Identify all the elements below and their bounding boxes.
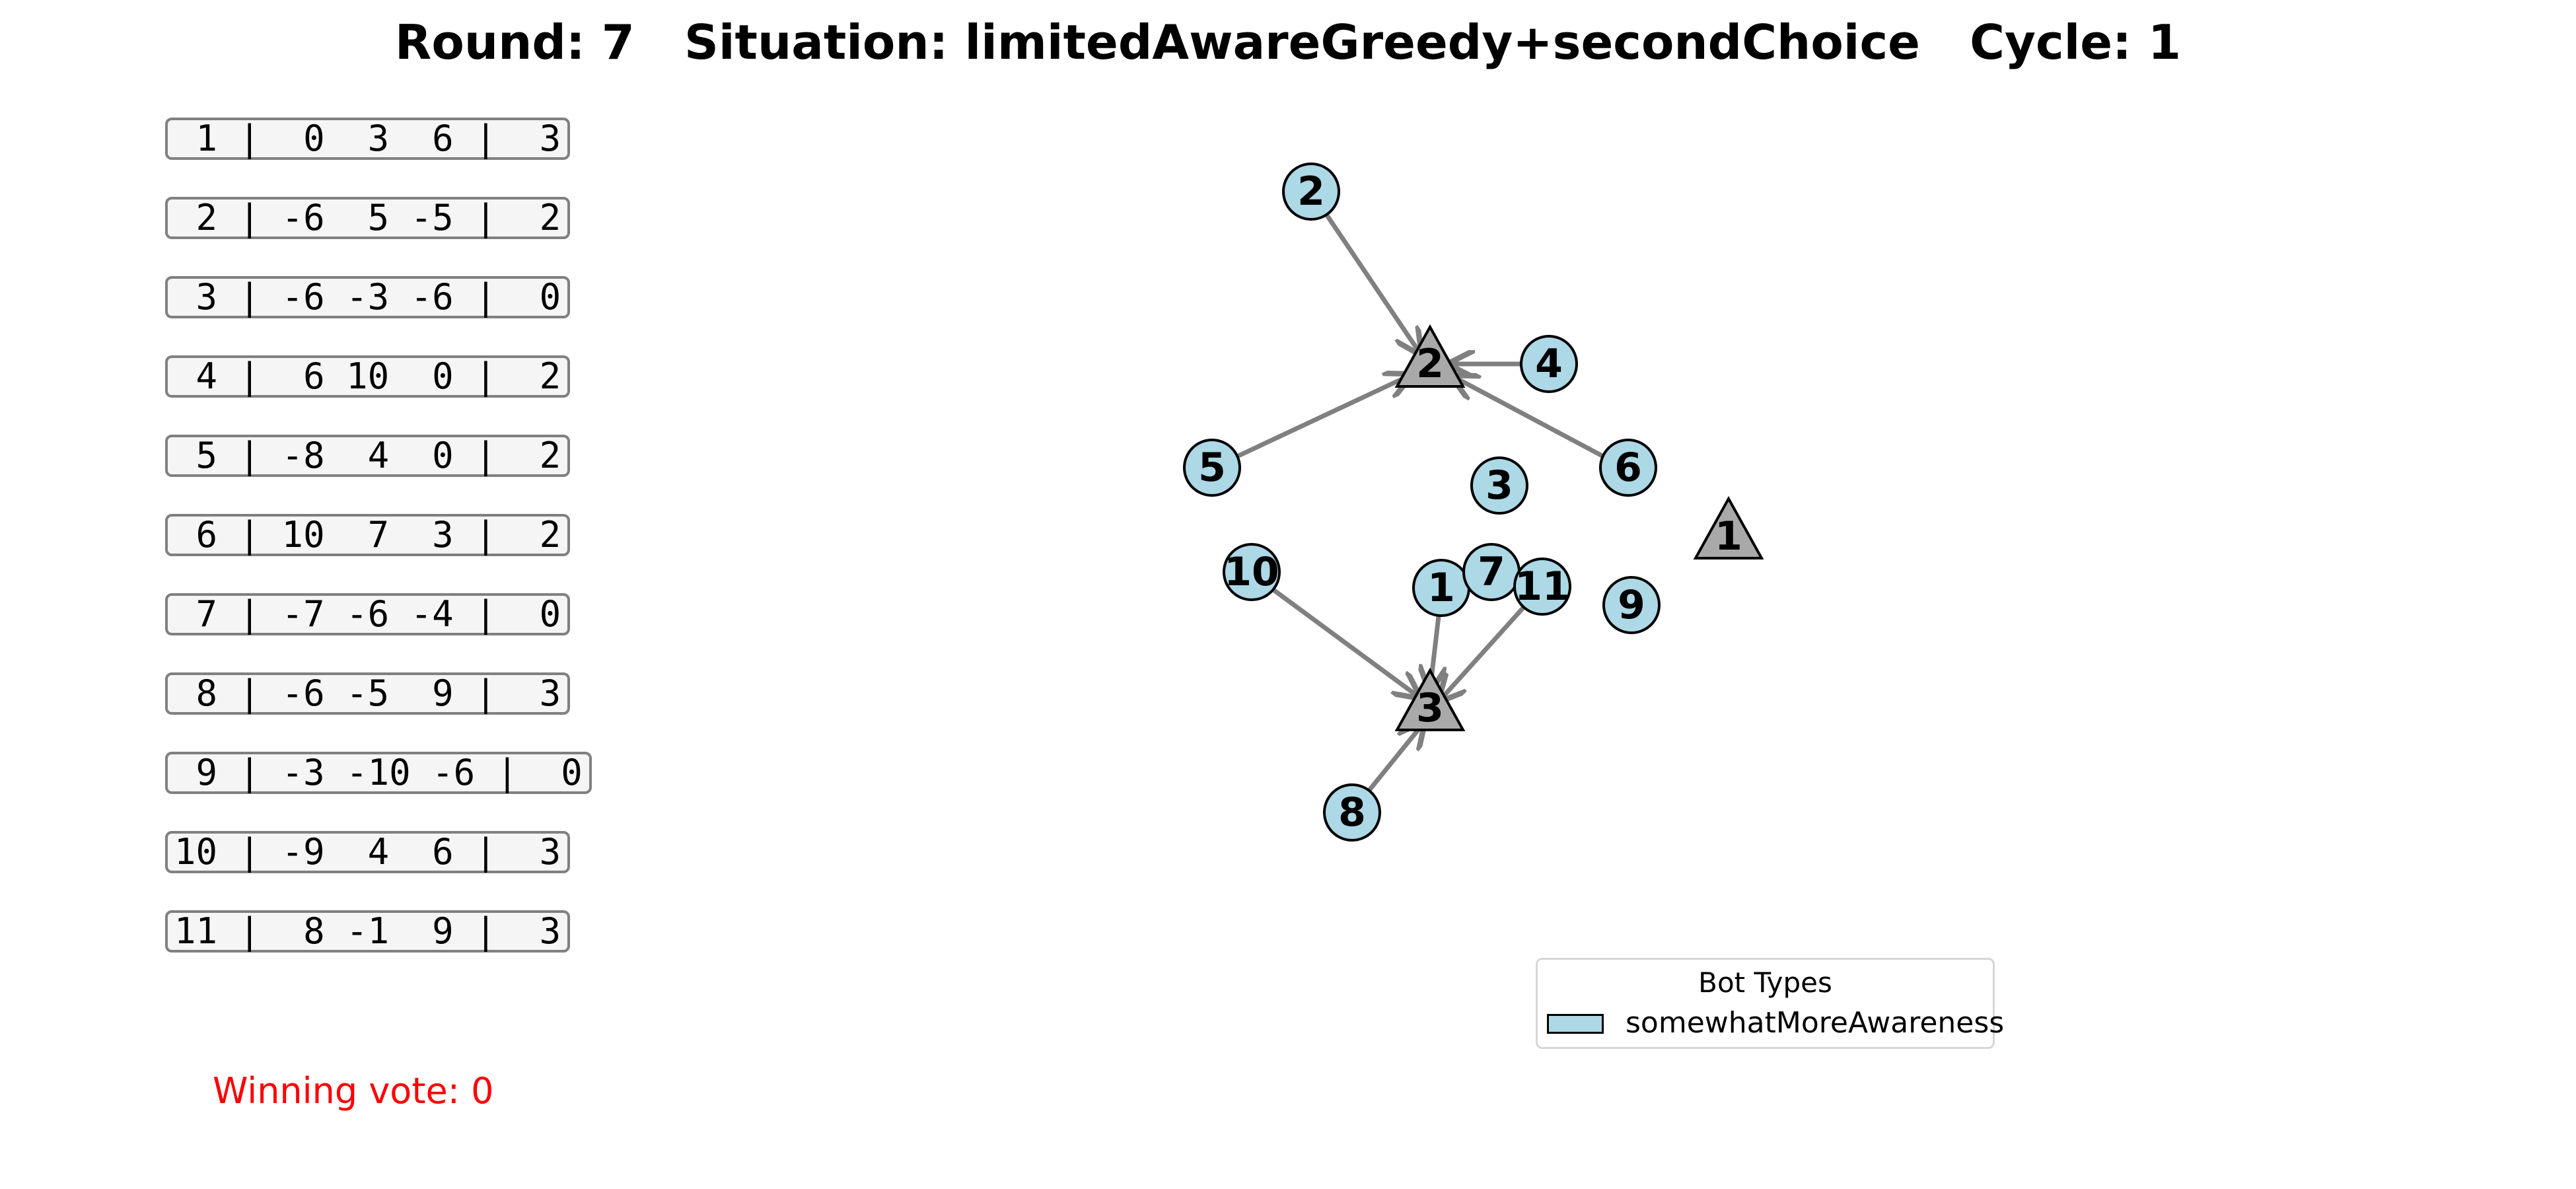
utility-row-9: 9 | -3 -10 -6 | 0 <box>165 752 592 794</box>
legend: Bot Types somewhatMoreAwareness <box>1536 958 2004 1049</box>
voter-node-6: 6 <box>1599 439 1657 497</box>
voter-node-2: 2 <box>1282 162 1340 221</box>
utility-row-1: 1 | 0 3 6 | 3 <box>165 118 571 160</box>
voter-label: 3 <box>1485 462 1513 509</box>
utility-row-3: 3 | -6 -3 -6 | 0 <box>165 276 571 318</box>
edge-voter-5-to-candidate-2 <box>1237 375 1410 458</box>
utility-row-2: 2 | -6 5 -5 | 2 <box>165 197 571 239</box>
voter-node-8: 8 <box>1323 783 1381 842</box>
voter-node-5: 5 <box>1183 439 1241 497</box>
voter-label: 2 <box>1297 168 1325 215</box>
voter-label: 11 <box>1515 563 1570 610</box>
utility-row-10: 10 | -9 4 6 | 3 <box>165 831 571 873</box>
candidate-label: 2 <box>1416 341 1444 387</box>
candidate-label: 3 <box>1416 685 1444 731</box>
utility-row-5: 5 | -8 4 0 | 2 <box>165 435 571 477</box>
legend-swatch <box>1547 1014 1604 1034</box>
edge-voter-6-to-candidate-2 <box>1453 377 1610 462</box>
candidate-triangle <box>1394 667 1466 731</box>
legend-title: Bot Types <box>1698 966 1832 999</box>
voter-node-4: 4 <box>1520 335 1578 393</box>
voter-node-7: 7 <box>1462 543 1521 601</box>
voter-label: 5 <box>1198 445 1226 491</box>
voter-label: 1 <box>1427 565 1455 611</box>
voter-label: 6 <box>1614 445 1642 491</box>
voter-label: 4 <box>1535 341 1563 387</box>
utility-row-8: 8 | -6 -5 9 | 3 <box>165 672 571 715</box>
voter-label: 10 <box>1224 549 1279 595</box>
winning-vote-label: Winning vote: 0 <box>213 1070 494 1112</box>
edge-voter-10-to-candidate-3 <box>1271 588 1419 697</box>
voter-node-11: 11 <box>1513 558 1571 616</box>
utility-row-4: 4 | 6 10 0 | 2 <box>165 355 571 398</box>
chart-title: Round: 7 Situation: limitedAwareGreedy+s… <box>394 15 2182 70</box>
candidate-label: 1 <box>1715 513 1742 559</box>
utility-row-6: 6 | 10 7 3 | 2 <box>165 514 571 556</box>
edge-voter-11-to-candidate-3 <box>1440 604 1526 700</box>
edge-voter-8-to-candidate-3 <box>1365 723 1423 795</box>
voter-node-3: 3 <box>1470 456 1528 515</box>
legend-entry-label: somewhatMoreAwareness <box>1626 1006 2005 1040</box>
candidate-triangle <box>1394 324 1466 388</box>
candidate-node-2: 2 <box>1394 324 1466 388</box>
candidate-node-1: 1 <box>1693 495 1764 559</box>
voter-label: 7 <box>1478 549 1505 595</box>
candidate-node-3: 3 <box>1394 667 1466 731</box>
voter-node-1: 1 <box>1412 559 1470 617</box>
edge-voter-2-to-candidate-2 <box>1322 210 1420 353</box>
candidate-triangle <box>1693 495 1764 559</box>
utility-row-11: 11 | 8 -1 9 | 3 <box>165 910 571 953</box>
voter-node-9: 9 <box>1602 576 1661 634</box>
utility-row-7: 7 | -7 -6 -4 | 0 <box>165 593 571 635</box>
voter-node-10: 10 <box>1223 543 1281 601</box>
voter-label: 8 <box>1338 789 1366 836</box>
voter-label: 9 <box>1618 582 1645 628</box>
